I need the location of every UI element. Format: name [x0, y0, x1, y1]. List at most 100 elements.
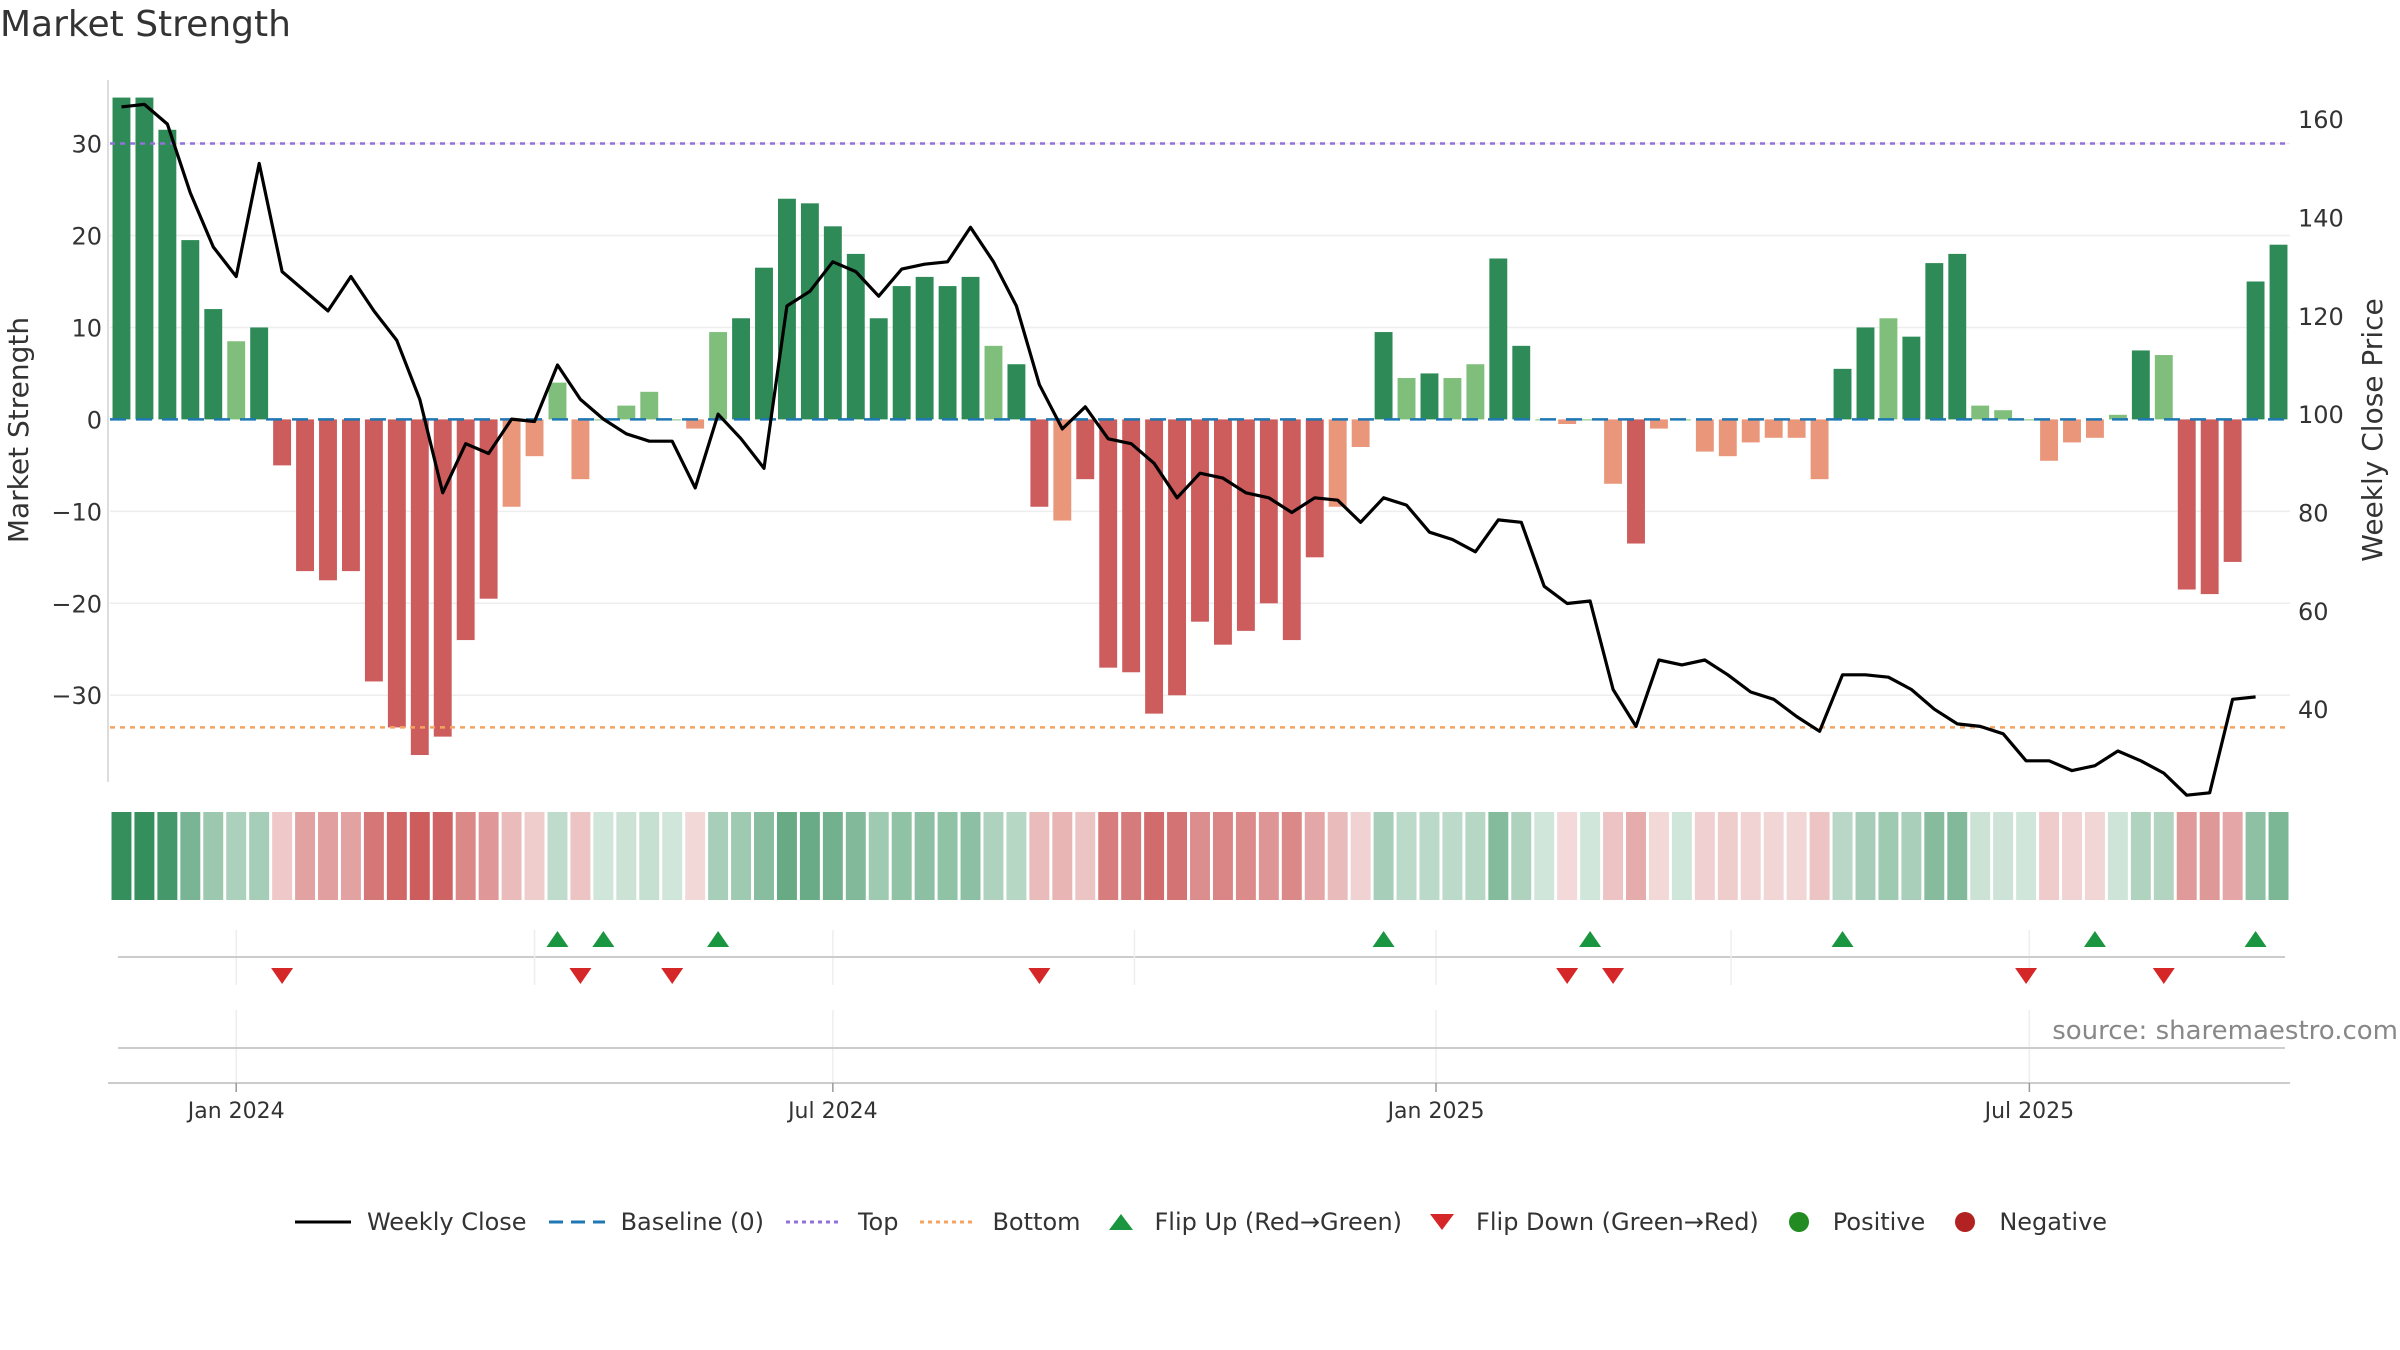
heat-cell — [2222, 812, 2243, 900]
legend-label: Weekly Close — [366, 1208, 527, 1236]
strength-bar — [2246, 281, 2265, 420]
strength-bar — [961, 276, 980, 420]
flip-down-marker — [1602, 968, 1625, 984]
y-tick-label: 30 — [71, 131, 102, 159]
strength-bar — [800, 203, 819, 420]
weekly-close-path — [121, 102, 2256, 797]
legend: Weekly Close Baseline (0) Top Bottom Fli… — [0, 1208, 2400, 1236]
x-tick-label: Jan 2025 — [1386, 1099, 1485, 1124]
heat-cell — [1190, 812, 1210, 900]
heat-cell — [409, 812, 430, 900]
strength-bar — [1191, 419, 1209, 622]
heat-cell — [226, 812, 247, 900]
strength-bar — [2269, 244, 2288, 420]
y2-tick-label: 100 — [2298, 401, 2344, 429]
strength-bar — [250, 327, 269, 420]
strength-bar — [158, 129, 177, 420]
strength-bar — [709, 332, 728, 420]
heat-cell — [1648, 812, 1669, 900]
strength-bar — [1420, 373, 1439, 420]
legend-label: Baseline (0) — [620, 1208, 764, 1236]
heat-cell — [340, 812, 361, 900]
strength-bar — [732, 318, 751, 420]
x-tick-label: Jan 2024 — [186, 1099, 285, 1124]
flip-down-marker — [569, 968, 592, 984]
heat-cell — [570, 812, 591, 900]
heat-cell — [776, 812, 797, 900]
heat-cell — [1006, 812, 1027, 900]
flip-markers — [118, 930, 2285, 1049]
heat-cell — [1419, 812, 1440, 900]
strength-bar — [1810, 419, 1829, 480]
heat-cell — [2062, 812, 2082, 900]
heat-cell — [363, 812, 384, 900]
legend-label: Flip Up (Red→Green) — [1154, 1208, 1403, 1236]
strength-bar — [1512, 345, 1531, 420]
strength-bar — [984, 345, 1003, 420]
strength-bar — [227, 341, 246, 420]
heat-cell — [272, 812, 293, 900]
legend-item-negative: Negative — [1945, 1208, 2107, 1236]
flip-down-marker — [661, 968, 684, 984]
flip-down-marker — [2015, 968, 2038, 984]
heat-cell — [203, 812, 224, 900]
heat-cell — [1350, 812, 1371, 900]
heat-cell — [822, 812, 843, 900]
strength-bar — [1741, 419, 1760, 443]
heat-cell — [2153, 812, 2174, 900]
triangle-up-icon — [1108, 1214, 1133, 1230]
legend-dot-symbol — [920, 1220, 977, 1224]
strength-bar — [181, 240, 200, 420]
y-tick-label: 20 — [71, 223, 102, 251]
strength-bar — [410, 419, 429, 756]
heat-cell — [1671, 812, 1692, 900]
heat-cell — [754, 812, 774, 900]
strength-bar — [1925, 263, 1944, 420]
heat-cell — [1396, 812, 1417, 900]
strength-bar — [1581, 419, 1600, 421]
strength-bar — [1236, 419, 1255, 631]
heat-cell — [2039, 812, 2060, 900]
strength-bar — [1695, 419, 1714, 452]
heat-cell — [1603, 812, 1624, 900]
flip-up-marker — [1372, 931, 1395, 947]
heat-cell — [295, 812, 316, 900]
strength-bar — [273, 419, 292, 466]
strength-bar — [1168, 419, 1187, 696]
y2-tick-label: 160 — [2298, 106, 2344, 134]
heat-cell — [386, 812, 407, 900]
heat-cell — [1258, 812, 1279, 900]
flip-up-marker — [1579, 931, 1602, 947]
y2-tick-label: 120 — [2298, 303, 2344, 331]
y2-tick-label: 60 — [2298, 598, 2329, 626]
strength-bar — [525, 419, 544, 457]
strength-bar — [433, 419, 452, 737]
chart-title: Market Strength — [0, 4, 291, 45]
strength-bar — [112, 97, 131, 420]
y-tick-label: −30 — [51, 682, 102, 710]
heat-cell — [708, 812, 729, 900]
strength-bar — [456, 419, 475, 641]
strength-bar — [617, 405, 636, 420]
strength-bar — [204, 309, 223, 420]
heat-cell — [1924, 812, 1945, 900]
flip-down-marker — [1556, 968, 1579, 984]
legend-item-baseline: Baseline (0) — [547, 1208, 764, 1236]
heat-cell — [2199, 812, 2220, 900]
circle-icon — [1955, 1212, 1976, 1232]
strength-bar — [1466, 364, 1485, 420]
heat-cell — [1855, 812, 1876, 900]
strength-bar — [1764, 419, 1783, 438]
strength-bar — [663, 419, 682, 421]
strength-bar — [1971, 405, 1990, 420]
legend-label: Flip Down (Green→Red) — [1476, 1208, 1759, 1236]
flip-up-marker — [592, 931, 615, 947]
heat-cell — [1327, 812, 1348, 900]
x-axis: Jan 2024 Jul 2024 Jan 2025 Jul 2025 — [108, 1082, 2290, 1124]
flip-up-marker — [1831, 931, 1854, 947]
strength-bar — [892, 286, 911, 420]
heat-cell — [1075, 812, 1096, 900]
flip-down-marker — [271, 968, 294, 984]
heat-cell — [1694, 812, 1715, 900]
weekly-close-line — [121, 102, 2256, 797]
